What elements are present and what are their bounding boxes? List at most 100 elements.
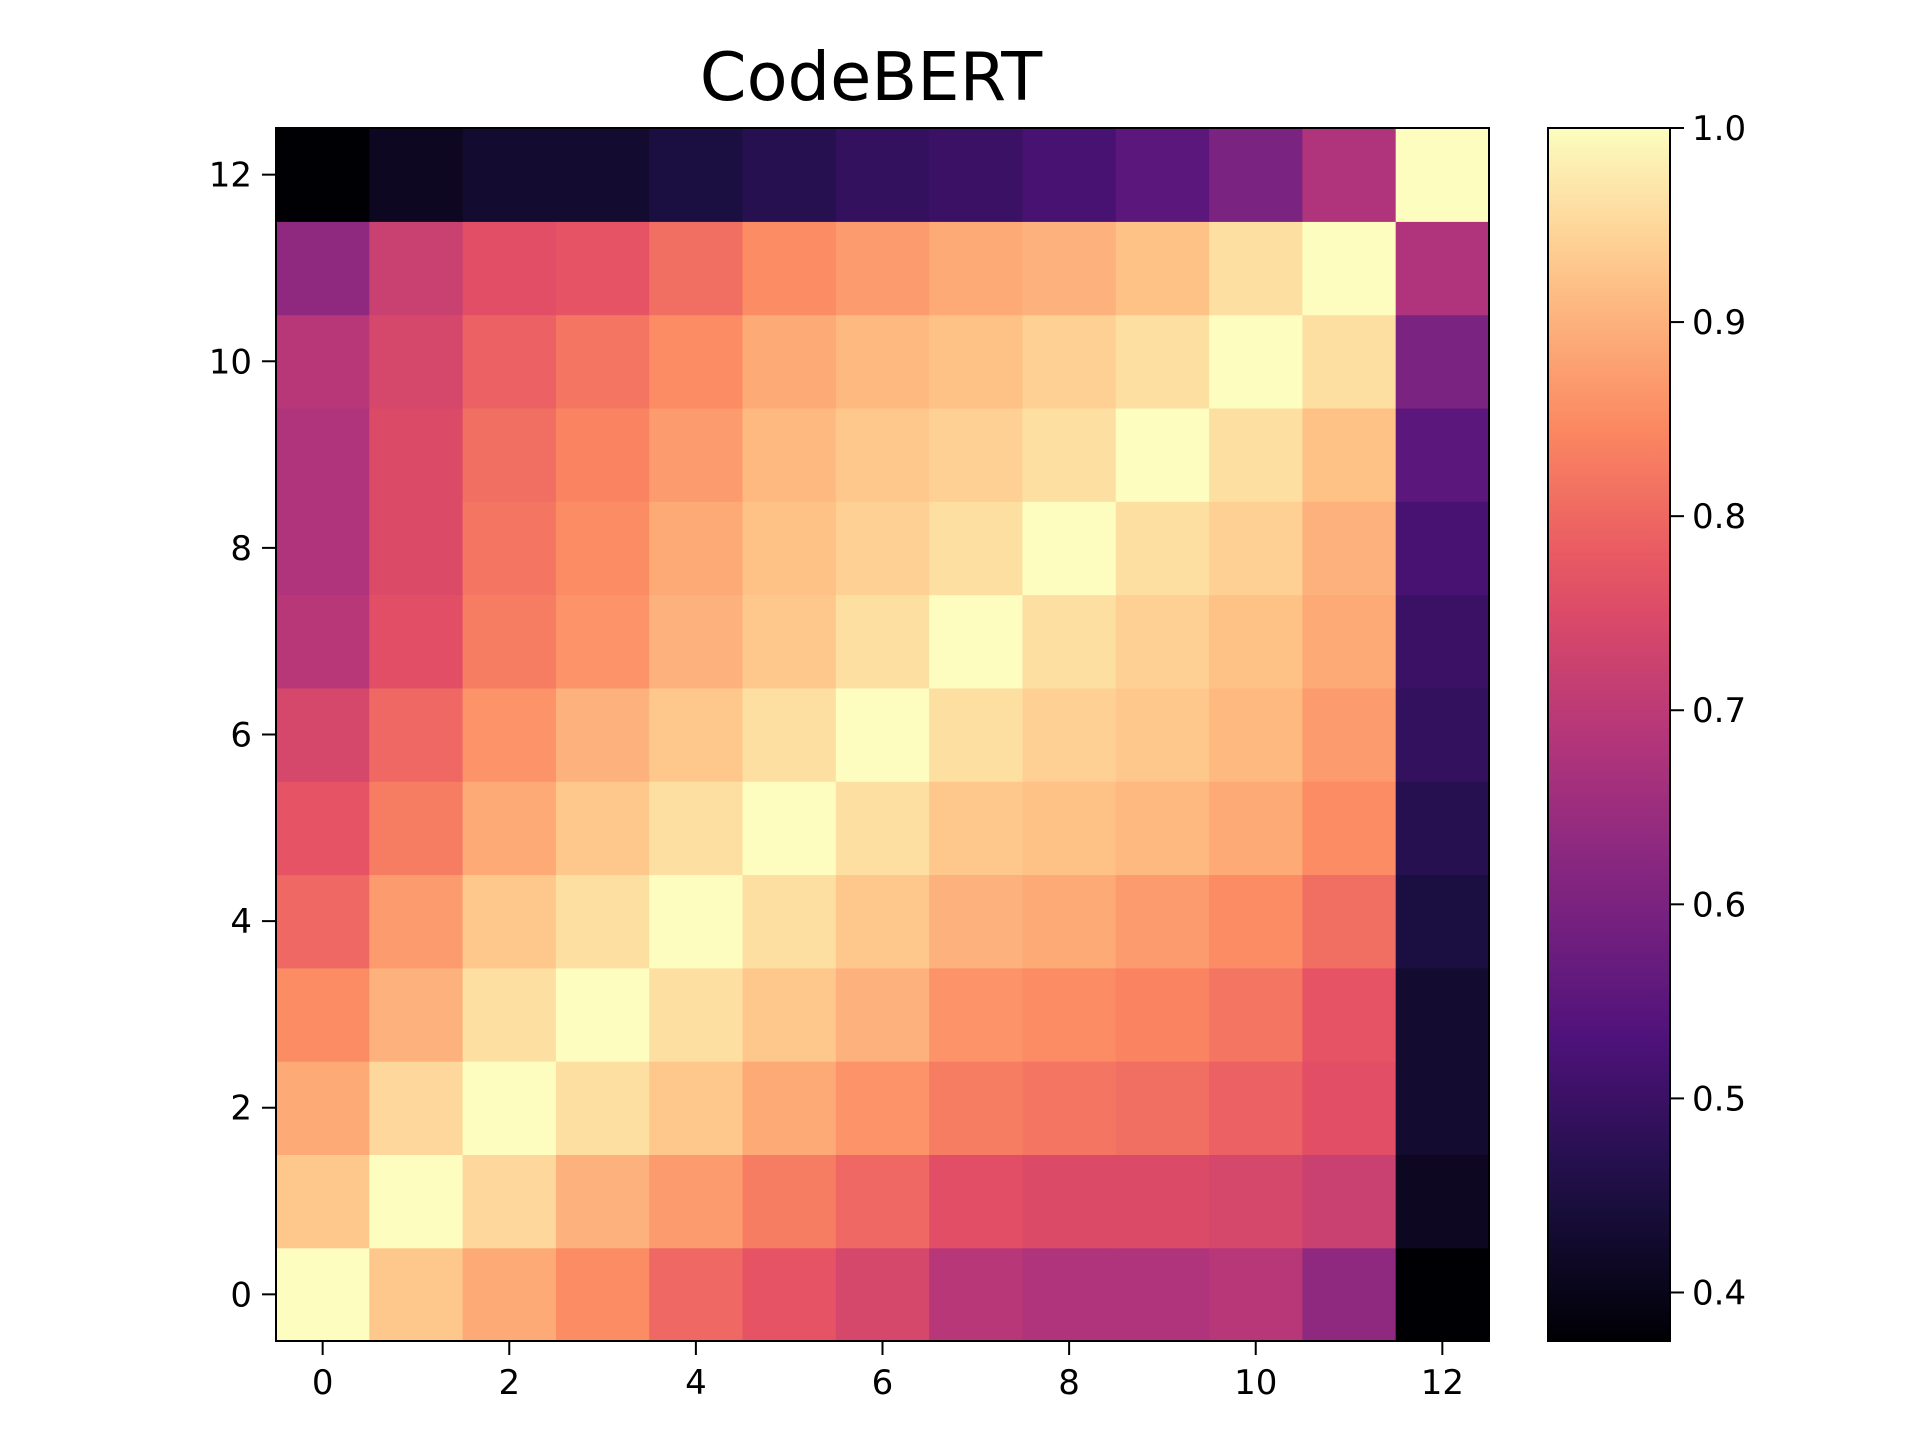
- colorbar-frame: [1547, 127, 1671, 1342]
- colorbar-tick-label: 0.5: [1692, 1079, 1746, 1119]
- heatmap-cell: [742, 594, 837, 689]
- heatmap-cell: [929, 967, 1024, 1062]
- heatmap-cell: [1115, 128, 1210, 222]
- heatmap-cell: [555, 407, 650, 502]
- heatmap-cell: [369, 781, 464, 876]
- heatmap-cell: [1115, 221, 1210, 316]
- heatmap-cell: [649, 1154, 744, 1249]
- heatmap-cell: [1022, 314, 1117, 409]
- heatmap-cell: [369, 1154, 464, 1249]
- heatmap-cell: [742, 874, 837, 969]
- heatmap-cell: [555, 967, 650, 1062]
- heatmap-cell: [369, 221, 464, 316]
- heatmap-cell: [369, 128, 464, 222]
- heatmap-cell: [1022, 781, 1117, 876]
- heatmap-cell: [276, 314, 370, 409]
- heatmap-cell: [1209, 407, 1303, 502]
- heatmap-cell: [1022, 1061, 1117, 1155]
- heatmap-cell: [1115, 501, 1210, 596]
- heatmap-cell: [835, 1061, 930, 1155]
- heatmap-cell: [1302, 1154, 1397, 1249]
- colorbar-axis: 0.4 0.5 0.6 0.7 0.8 0.9 1.0: [1670, 109, 1746, 1313]
- heatmap-cell: [462, 594, 557, 689]
- heatmap-cell: [1022, 874, 1117, 969]
- heatmap-cell: [276, 128, 370, 222]
- heatmap-cell: [1395, 594, 1490, 689]
- heatmap-cell: [555, 1061, 650, 1155]
- heatmap-cell: [555, 221, 650, 316]
- heatmap-cell: [1209, 874, 1303, 969]
- y-tick-label: 12: [209, 156, 252, 196]
- y-axis: 0 2 4 6 8 10 12: [209, 156, 276, 1315]
- heatmap-cell: [1022, 967, 1117, 1062]
- heatmap-cell: [1395, 687, 1490, 782]
- heatmap-cell: [929, 407, 1024, 502]
- heatmap-cell: [929, 874, 1024, 969]
- heatmap-cell: [1022, 221, 1117, 316]
- x-axis: 0 2 4 6 8 10 12: [312, 1341, 1464, 1403]
- heatmap-cell: [1302, 501, 1397, 596]
- chart-title: CodeBERT: [700, 38, 1044, 116]
- heatmap-cell: [649, 967, 744, 1062]
- heatmap-cell: [555, 594, 650, 689]
- colorbar-tick-label: 0.8: [1692, 497, 1746, 537]
- heatmap-cell: [1395, 874, 1490, 969]
- heatmap-cell: [835, 1154, 930, 1249]
- x-tick-label: 12: [1421, 1363, 1464, 1403]
- heatmap-cell: [369, 314, 464, 409]
- heatmap-cell: [649, 874, 744, 969]
- heatmap-cell: [929, 687, 1024, 782]
- heatmap-cell: [555, 1154, 650, 1249]
- heatmap-cell: [555, 314, 650, 409]
- heatmap-cell: [1395, 1247, 1490, 1342]
- x-tick-label: 0: [312, 1363, 334, 1403]
- heatmap-cell: [649, 594, 744, 689]
- heatmap-cell: [742, 1247, 837, 1342]
- heatmap-cell: [929, 314, 1024, 409]
- heatmap-cell: [1022, 594, 1117, 689]
- heatmap-cell: [929, 1154, 1024, 1249]
- heatmap-cell: [929, 221, 1024, 316]
- heatmap-cell: [462, 501, 557, 596]
- heatmap-cell: [1209, 1247, 1303, 1342]
- heatmap-cell: [649, 314, 744, 409]
- heatmap-cell: [555, 501, 650, 596]
- heatmap-cell: [276, 501, 370, 596]
- heatmap-cell: [555, 687, 650, 782]
- heatmap-cell: [369, 687, 464, 782]
- heatmap-cell: [835, 1247, 930, 1342]
- heatmap-cell: [835, 781, 930, 876]
- heatmap-cell: [1395, 1061, 1490, 1155]
- heatmap-cell: [276, 687, 370, 782]
- heatmap-cell: [1022, 407, 1117, 502]
- heatmap-cell: [1302, 1061, 1397, 1155]
- heatmap-cell: [462, 1061, 557, 1155]
- heatmap-cell: [929, 1247, 1024, 1342]
- y-tick-label: 8: [230, 529, 252, 569]
- heatmap-cell: [1302, 594, 1397, 689]
- heatmap-cell: [1209, 1061, 1303, 1155]
- heatmap-cell: [462, 967, 557, 1062]
- x-tick-label: 4: [685, 1363, 707, 1403]
- heatmap-cells: [276, 128, 1490, 1342]
- heatmap-cell: [742, 967, 837, 1062]
- heatmap-cell: [276, 594, 370, 689]
- heatmap-cell: [1115, 967, 1210, 1062]
- x-tick-label: 6: [872, 1363, 894, 1403]
- heatmap-cell: [649, 407, 744, 502]
- heatmap-cell: [649, 781, 744, 876]
- heatmap-cell: [649, 221, 744, 316]
- heatmap-cell: [742, 314, 837, 409]
- heatmap-cell: [1022, 501, 1117, 596]
- heatmap-cell: [555, 128, 650, 222]
- heatmap-cell: [929, 128, 1024, 222]
- heatmap-cell: [276, 221, 370, 316]
- heatmap-cell: [1115, 1154, 1210, 1249]
- heatmap-cell: [929, 1061, 1024, 1155]
- heatmap-cell: [369, 874, 464, 969]
- heatmap-cell: [1209, 128, 1303, 222]
- heatmap-cell: [462, 781, 557, 876]
- heatmap-cell: [555, 1247, 650, 1342]
- heatmap-cell: [1395, 407, 1490, 502]
- heatmap-cell: [276, 781, 370, 876]
